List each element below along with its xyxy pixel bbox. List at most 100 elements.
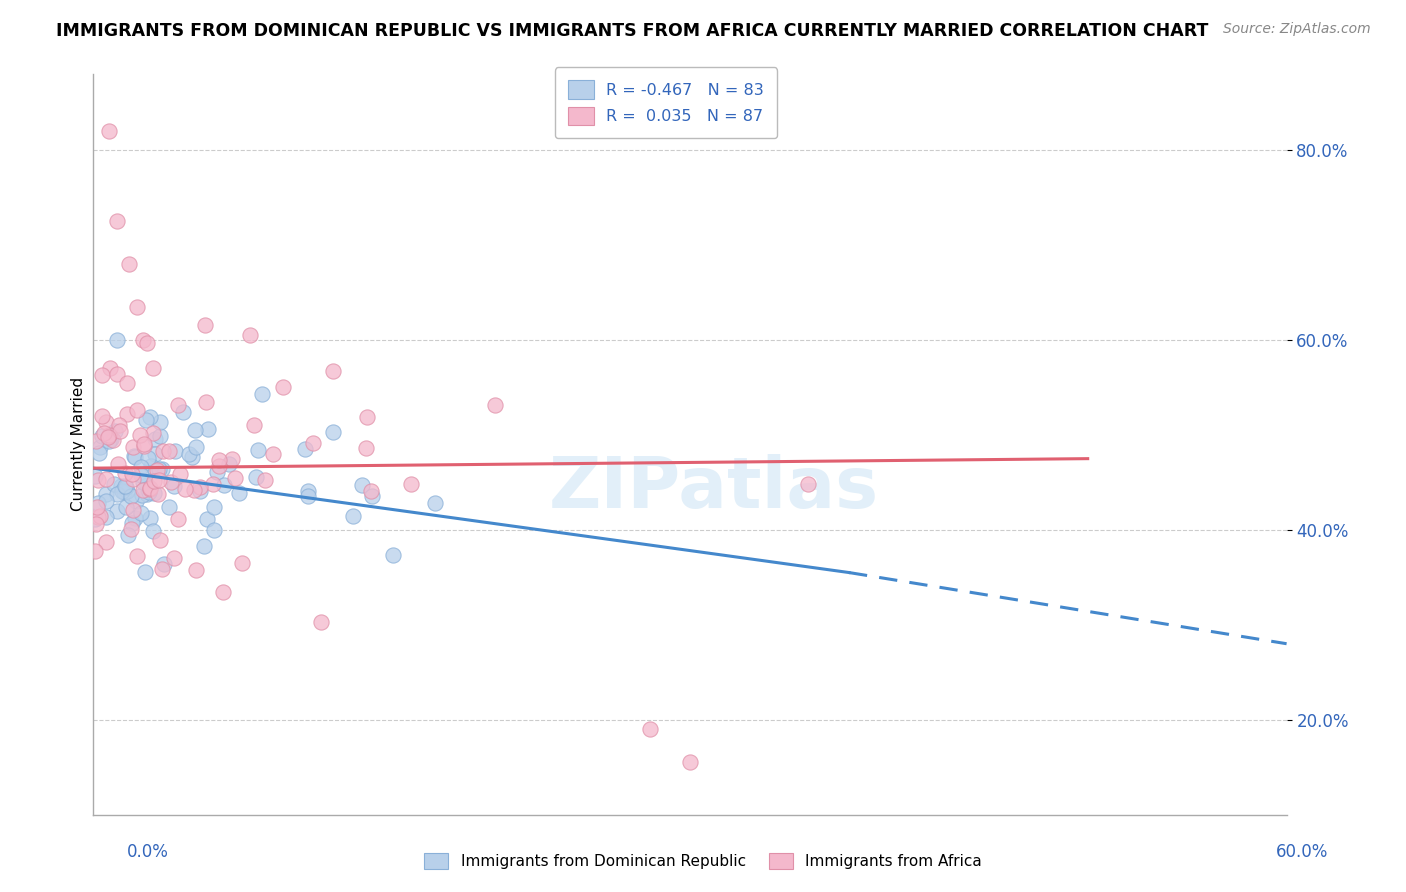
Point bbox=[115, 500, 138, 515]
Point bbox=[183, 483, 205, 497]
Point bbox=[86, 473, 108, 487]
Point bbox=[121, 503, 143, 517]
Point bbox=[141, 459, 163, 474]
Point bbox=[194, 318, 217, 333]
Point bbox=[221, 451, 243, 466]
Y-axis label: Currently Married: Currently Married bbox=[72, 377, 86, 511]
Point bbox=[207, 465, 229, 479]
Point bbox=[115, 484, 138, 499]
Point bbox=[271, 379, 294, 393]
Legend: R = -0.467   N = 83, R =  0.035   N = 87: R = -0.467 N = 83, R = 0.035 N = 87 bbox=[555, 68, 778, 138]
Point bbox=[309, 615, 332, 629]
Point bbox=[146, 487, 169, 501]
Point bbox=[184, 440, 207, 454]
Point bbox=[129, 467, 152, 482]
Point bbox=[124, 450, 146, 464]
Point bbox=[342, 508, 364, 523]
Point bbox=[212, 478, 235, 492]
Legend: Immigrants from Dominican Republic, Immigrants from Africa: Immigrants from Dominican Republic, Immi… bbox=[418, 847, 988, 875]
Point bbox=[152, 444, 174, 458]
Text: IMMIGRANTS FROM DOMINICAN REPUBLIC VS IMMIGRANTS FROM AFRICA CURRENTLY MARRIED C: IMMIGRANTS FROM DOMINICAN REPUBLIC VS IM… bbox=[56, 22, 1209, 40]
Point bbox=[202, 476, 225, 491]
Point bbox=[98, 361, 121, 376]
Point bbox=[172, 405, 194, 419]
Point bbox=[94, 415, 117, 429]
Point bbox=[423, 496, 446, 510]
Point bbox=[112, 485, 135, 500]
Point bbox=[132, 437, 155, 451]
Point bbox=[143, 447, 166, 461]
Point bbox=[238, 328, 260, 343]
Point bbox=[297, 489, 319, 503]
Point bbox=[111, 484, 134, 499]
Point bbox=[110, 478, 132, 492]
Point bbox=[105, 367, 128, 381]
Point bbox=[105, 214, 128, 228]
Point bbox=[638, 722, 661, 736]
Point bbox=[134, 566, 156, 580]
Point bbox=[202, 524, 225, 538]
Point bbox=[160, 475, 183, 489]
Point bbox=[132, 483, 155, 498]
Point bbox=[218, 457, 240, 471]
Point bbox=[166, 512, 188, 526]
Point bbox=[136, 478, 159, 492]
Point bbox=[184, 563, 207, 577]
Point bbox=[89, 440, 111, 454]
Point bbox=[100, 433, 122, 447]
Point bbox=[350, 478, 373, 492]
Point bbox=[105, 486, 128, 500]
Point bbox=[148, 461, 170, 475]
Point bbox=[132, 333, 155, 347]
Point bbox=[157, 444, 180, 458]
Point bbox=[115, 407, 138, 421]
Point bbox=[122, 450, 145, 464]
Point bbox=[208, 459, 231, 474]
Point bbox=[114, 466, 136, 480]
Point bbox=[129, 428, 152, 442]
Point bbox=[103, 476, 125, 491]
Point bbox=[115, 480, 138, 494]
Point bbox=[94, 534, 117, 549]
Point bbox=[796, 477, 818, 491]
Point bbox=[193, 539, 215, 553]
Point bbox=[91, 368, 114, 383]
Point bbox=[136, 451, 159, 466]
Point bbox=[121, 523, 143, 537]
Point bbox=[224, 471, 246, 485]
Point bbox=[84, 469, 107, 483]
Point bbox=[135, 413, 157, 427]
Point bbox=[98, 434, 121, 448]
Point bbox=[157, 500, 180, 514]
Point bbox=[262, 447, 284, 461]
Point bbox=[148, 428, 170, 442]
Point bbox=[142, 474, 165, 488]
Point bbox=[142, 486, 165, 500]
Point bbox=[84, 511, 107, 525]
Point bbox=[212, 585, 235, 599]
Point bbox=[188, 481, 211, 495]
Point bbox=[146, 463, 169, 477]
Point bbox=[149, 533, 172, 548]
Point bbox=[87, 509, 110, 524]
Point bbox=[96, 509, 118, 524]
Point bbox=[87, 495, 110, 509]
Text: 0.0%: 0.0% bbox=[127, 843, 169, 861]
Point bbox=[243, 418, 266, 433]
Point bbox=[125, 300, 148, 314]
Point bbox=[97, 430, 120, 444]
Point bbox=[245, 470, 267, 484]
Point bbox=[114, 479, 136, 493]
Point bbox=[169, 467, 191, 481]
Point bbox=[253, 474, 276, 488]
Text: Source: ZipAtlas.com: Source: ZipAtlas.com bbox=[1223, 22, 1371, 37]
Point bbox=[91, 409, 114, 424]
Point bbox=[89, 445, 111, 459]
Point bbox=[322, 425, 344, 439]
Point bbox=[98, 124, 121, 138]
Point bbox=[94, 494, 117, 508]
Point bbox=[105, 333, 128, 347]
Point bbox=[89, 508, 111, 523]
Point bbox=[356, 441, 378, 455]
Point bbox=[110, 424, 132, 438]
